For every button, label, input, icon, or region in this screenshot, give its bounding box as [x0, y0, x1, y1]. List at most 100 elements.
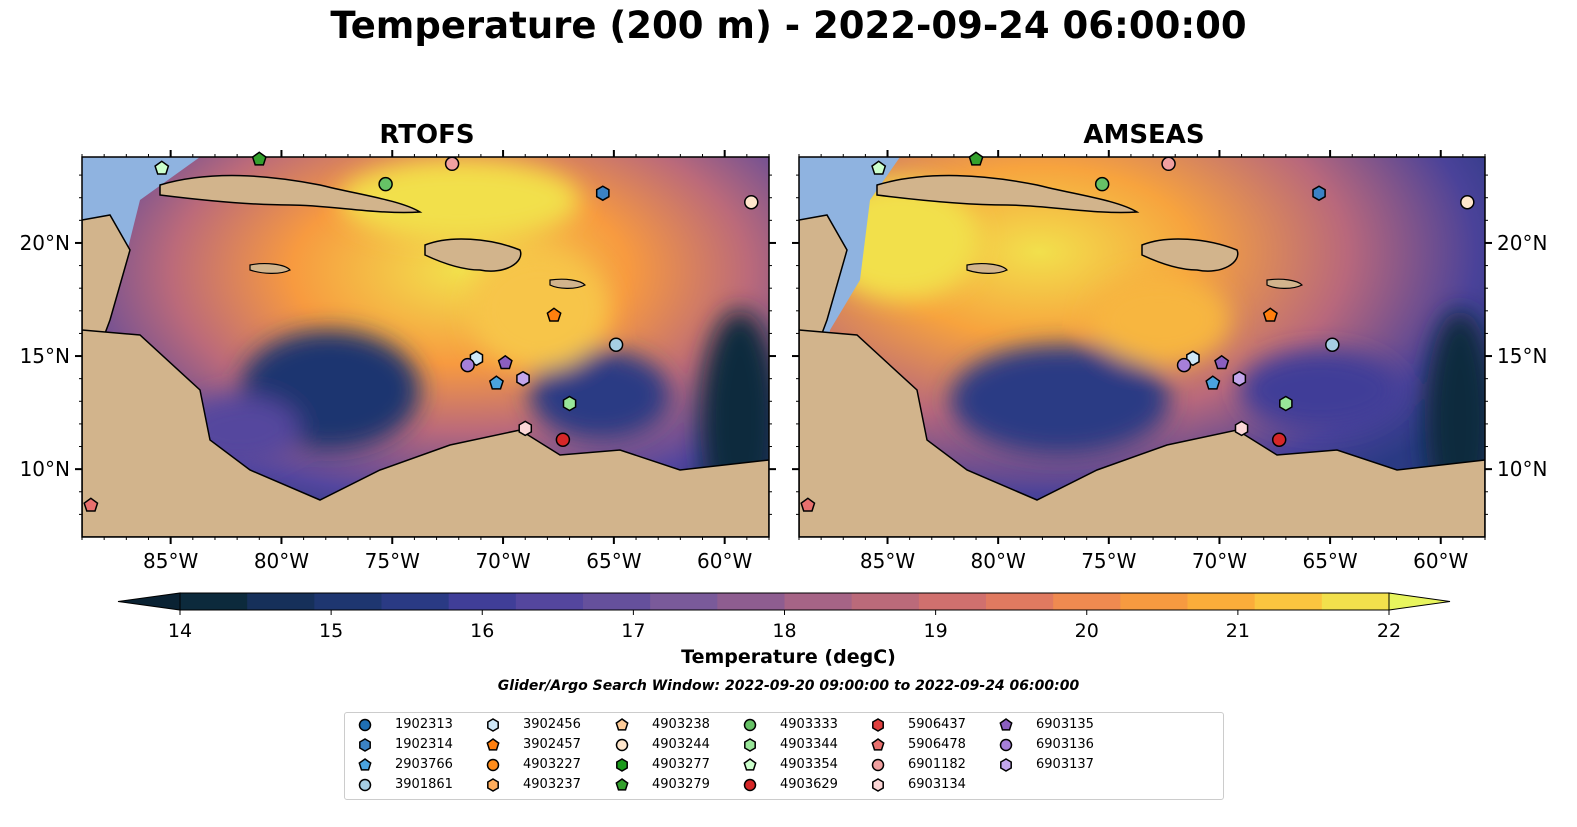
- legend-marker-icon: [743, 718, 757, 732]
- central-south-america-land: [82, 329, 769, 537]
- colorbar-bin: [583, 593, 651, 610]
- legend-marker: [359, 738, 371, 752]
- legend-label: 4903333: [780, 717, 838, 732]
- platform-6903135-marker: [497, 354, 513, 370]
- lon-tick-label: 60°W: [697, 549, 752, 573]
- rtofs-panel-title: RTOFS: [379, 120, 475, 150]
- legend-label: 4903629: [780, 777, 838, 792]
- legend-marker-icon: [1000, 758, 1012, 772]
- colorbar-tick-label: 20: [1075, 620, 1099, 642]
- platform-6903136-marker: [1176, 357, 1192, 373]
- legend-marker: [872, 718, 884, 732]
- lon-tick-label: 85°W: [860, 549, 915, 573]
- platform-4903629-marker: [555, 432, 571, 447]
- colorbar-tick-label: 17: [621, 620, 645, 642]
- platform-3901861-marker: [608, 337, 624, 352]
- legend-label: 4903344: [780, 737, 838, 752]
- legend-label: 4903237: [523, 777, 581, 792]
- legend-marker: [616, 758, 628, 772]
- legend-marker-icon: [358, 758, 372, 771]
- legend-marker: [486, 758, 500, 772]
- legend-label: 4903279: [652, 777, 710, 792]
- colorbar-bin: [314, 593, 382, 610]
- hispaniola-land: [1141, 238, 1239, 272]
- legend-marker-icon: [486, 738, 500, 751]
- platform-1902314-marker: [595, 185, 610, 202]
- legend-marker: [487, 718, 499, 732]
- legend-marker-icon: [999, 738, 1013, 752]
- legend-label: 3902456: [523, 717, 581, 732]
- lat-tick-label: 20°N: [1497, 231, 1547, 255]
- legend-marker: [487, 778, 499, 792]
- colorbar-bin: [515, 593, 584, 610]
- platform-5906478-marker: [83, 497, 99, 512]
- temperature-colorbar: 14 15 16 17 18 19 20 21 22: [117, 592, 1451, 642]
- legend-marker-icon: [999, 718, 1013, 731]
- lat-tick-label: 15°N: [1497, 344, 1547, 368]
- colorbar-bin: [650, 593, 718, 610]
- lon-tick-label: 85°W: [143, 549, 198, 573]
- legend-marker: [744, 738, 756, 752]
- colorbar-bin: [1187, 593, 1256, 610]
- colorbar-bin: [448, 593, 517, 610]
- colorbar-bin: [717, 593, 785, 610]
- lat-tick-label: 10°N: [20, 457, 70, 481]
- yucatan-land: [799, 214, 848, 361]
- colorbar-tick-label: 18: [772, 620, 796, 642]
- colorbar-tick-label: 14: [168, 620, 192, 642]
- legend-label: 5906478: [908, 737, 966, 752]
- yucatan-land: [82, 214, 131, 361]
- legend-marker: [743, 718, 757, 732]
- platform-6903135-marker: [1214, 354, 1230, 370]
- amseas-map: [799, 157, 1485, 537]
- legend-label: 6903136: [1036, 737, 1094, 752]
- legend-marker: [358, 778, 372, 792]
- platform-4903354-marker: [154, 160, 170, 175]
- colorbar-bin: [851, 593, 920, 610]
- platform-2903766-marker: [488, 375, 504, 390]
- legend-marker-icon: [616, 758, 628, 772]
- figure-title: Temperature (200 m) - 2022-09-24 06:00:0…: [330, 4, 1247, 47]
- platform-4903354-marker: [871, 160, 887, 175]
- legend-label: 6903137: [1036, 757, 1094, 772]
- platform-1902314-marker: [1312, 185, 1326, 202]
- puerto-rico-land: [1266, 278, 1304, 289]
- legend-marker-icon: [487, 778, 499, 792]
- platform-6903134-marker: [518, 420, 533, 437]
- rtofs-map: [82, 157, 769, 537]
- platform-6903136-marker: [460, 357, 475, 373]
- legend-marker-icon: [872, 718, 884, 732]
- legend-marker: [743, 758, 757, 771]
- legend-marker: [615, 718, 629, 731]
- legend-marker-icon: [744, 738, 756, 752]
- platform-5906478-marker: [800, 497, 816, 512]
- legend-marker-icon: [486, 758, 500, 772]
- legend-marker: [486, 738, 500, 751]
- lat-tick-label: 15°N: [20, 344, 70, 368]
- lat-tick-label: 10°N: [1497, 457, 1547, 481]
- legend-marker-icon: [871, 738, 885, 751]
- legend-marker-icon: [487, 718, 499, 732]
- legend-label: 4903354: [780, 757, 838, 772]
- map-axes: 85°W 80°W 75°W 70°W 65°W 60°W 20°N 15°N 10°N 85°W…: [20, 150, 1547, 573]
- colorbar-bin: [381, 593, 450, 610]
- platform-3902457-marker: [546, 307, 562, 322]
- legend-marker: [615, 778, 629, 791]
- colorbar-bin: [986, 593, 1054, 610]
- legend-label: 2903766: [395, 757, 453, 772]
- lon-tick-label: 65°W: [586, 549, 641, 573]
- hispaniola-land: [424, 238, 522, 272]
- amseas-map-frame: [798, 156, 1486, 538]
- colorbar-bin: [247, 593, 315, 610]
- central-south-america-land: [799, 329, 1485, 537]
- colorbar-bin: [180, 593, 248, 610]
- colorbar-tick-label: 15: [319, 620, 343, 642]
- legend-marker-icon: [743, 778, 757, 792]
- lon-tick-label: 75°W: [365, 549, 420, 573]
- legend-marker-icon: [615, 778, 629, 791]
- platform-4903344-marker: [1279, 395, 1293, 412]
- jamaica-land: [249, 263, 291, 274]
- legend-marker: [743, 778, 757, 792]
- legend-label: 1902314: [395, 737, 453, 752]
- lon-tick-label: 65°W: [1302, 549, 1357, 573]
